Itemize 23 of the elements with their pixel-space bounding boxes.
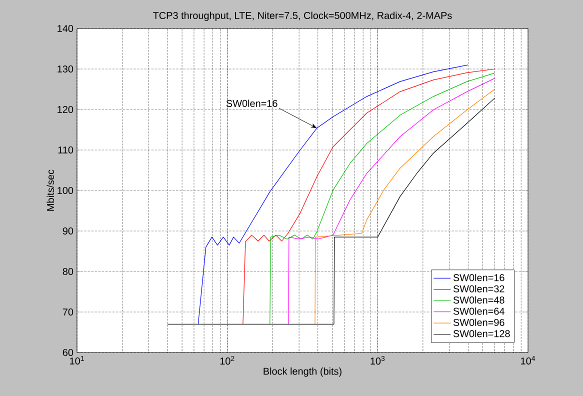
x-tick-label: 10$^{4}$ [521,356,536,365]
y-tick-label: 140 [58,24,74,32]
y-tick-label: 60 [62,348,74,356]
y-tick-label: 70 [62,308,74,316]
legend-label: SW0len=32 [453,285,504,292]
legend-label: SW0len=128 [453,330,510,338]
annotation: SW0len=16 [226,100,278,107]
x-axis-title: Block length (bits) [264,367,342,377]
legend-label: SW0len=64 [453,307,504,315]
legend-label: SW0len=16 [453,274,504,282]
y-tick-label: 120 [58,106,74,114]
legend-label: SW0len=48 [453,296,504,304]
legend-label: SW0len=96 [453,318,504,326]
chart-title: TCP3 throughput, LTE, Niter=7.5, Clock=500MHz, Radix-4, 2-MAPs [153,12,452,21]
x-tick-label: 10$^{1}$ [70,356,84,365]
x-tick-label: 10$^{2}$ [220,356,234,365]
x-tick-label: 10$^{3}$ [370,356,385,365]
y-tick-label: 90 [62,227,74,235]
y-tick-label: 130 [58,65,74,73]
y-tick-label: 80 [62,268,74,276]
y-tick-label: 110 [58,146,74,154]
y-axis-title: Mbits/sec [46,170,54,211]
y-tick-label: 100 [58,186,74,194]
